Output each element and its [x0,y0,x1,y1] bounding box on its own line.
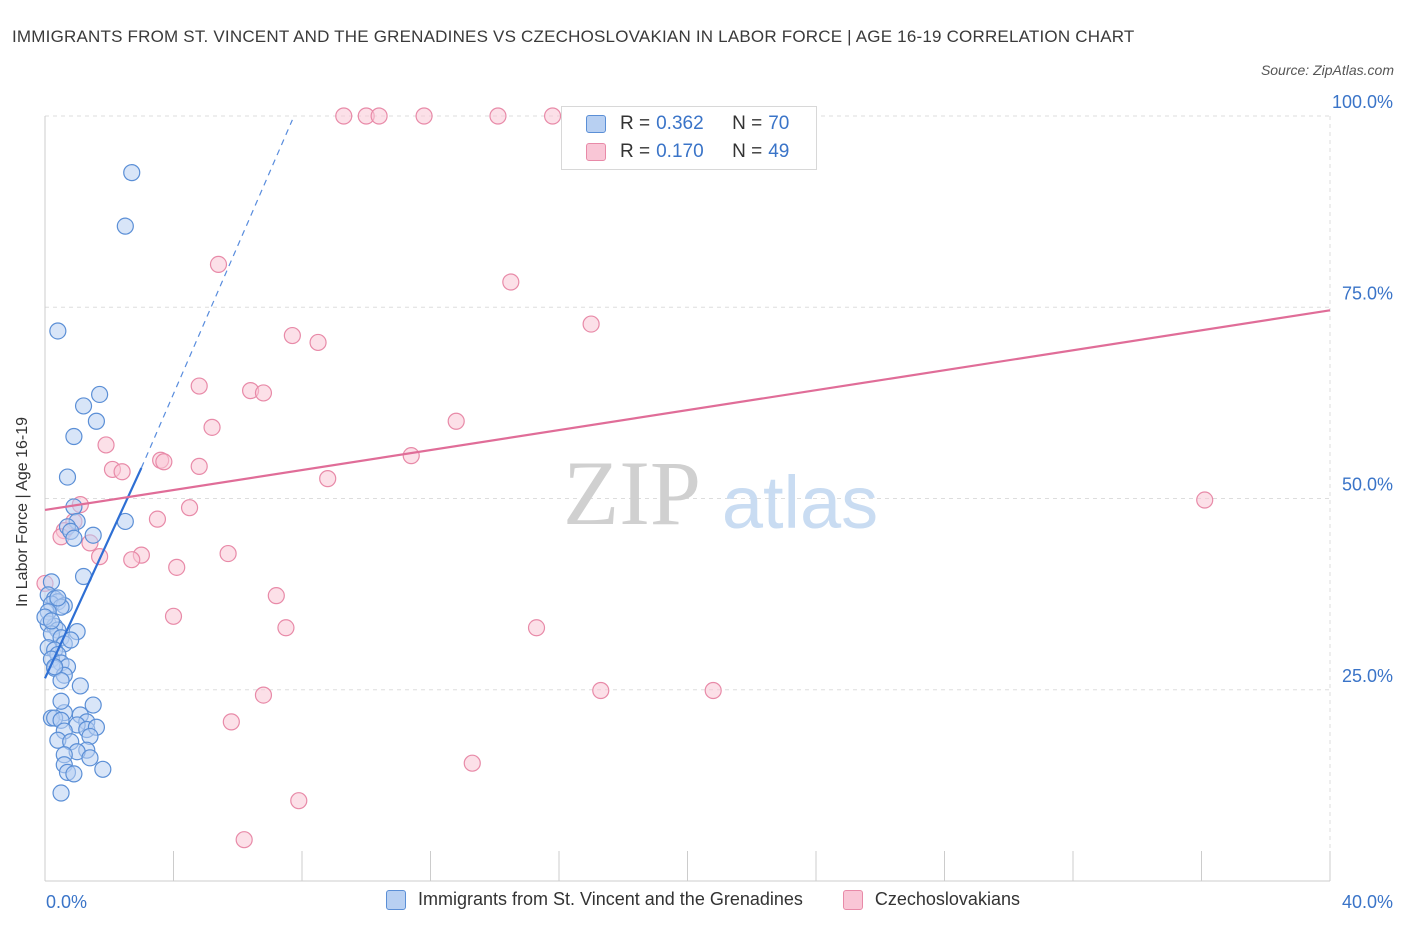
data-point [46,658,64,676]
data-point [190,457,208,475]
legend-row-series1: R = 0.362 N = 70 [586,112,789,136]
series-svg-points [36,164,141,802]
data-point [254,686,273,704]
data-point [254,384,273,402]
data-point [209,255,228,274]
legend-item-svg: Immigrants from St. Vincent and the Gren… [386,889,803,910]
legend-row-series2: R = 0.170 N = 49 [586,140,789,164]
legend-r-value: 0.170 [656,141,704,162]
data-point [704,681,722,700]
legend-n-label: N = [732,113,763,134]
data-point [81,749,99,767]
data-point [592,681,610,700]
data-point [190,377,208,395]
data-point [84,526,102,544]
legend-series-name: Czechoslovakians [874,889,1020,909]
data-point [180,499,199,517]
data-point [502,273,520,291]
data-point [370,107,388,125]
trend-lines [43,119,1331,679]
data-point [155,453,173,471]
correlation-legend: R = 0.362 N = 70 R = 0.170 N = 49 [561,106,817,170]
data-point [277,619,295,637]
data-point [52,671,70,690]
data-point [527,619,546,637]
legend-n-label: N = [732,141,763,162]
data-point [235,831,253,849]
chart-title: IMMIGRANTS FROM ST. VINCENT AND THE GREN… [12,27,1135,46]
data-point [309,333,327,352]
data-point [168,558,186,576]
data-point [123,551,141,569]
data-point [49,322,67,340]
data-point [222,713,240,731]
legend-n-value: 49 [768,141,790,162]
watermark: ZIP atlas [563,442,878,544]
y-axis-label: In Labor Force | Age 16-19 [14,416,31,607]
data-point [65,765,83,783]
data-point [113,463,131,481]
data-point [335,107,353,125]
data-point [319,470,337,488]
data-point [91,385,109,404]
data-point [65,427,83,446]
watermark-zip: ZIP [563,442,701,544]
trendline-svg-extension [140,119,293,469]
data-point [52,784,70,802]
data-point [87,412,106,430]
source-label: Source: ZipAtlas.com [1260,62,1394,78]
data-point [65,529,83,547]
data-point [402,447,420,465]
tick-labels: 25.0% 50.0% 75.0% 100.0% 0.0% 40.0% [46,92,1393,912]
x-tick-label: 40.0% [1342,892,1393,912]
y-tick-label: 100.0% [1332,92,1393,112]
data-point [489,107,507,125]
data-point [447,412,465,430]
data-point [1196,491,1214,509]
data-point [97,436,115,454]
legend-r-value: 0.362 [656,113,704,134]
data-point [148,510,167,528]
data-point [94,760,112,778]
y-tick-label: 25.0% [1342,666,1393,686]
data-point [164,607,183,625]
data-point [203,418,221,436]
legend-swatch-pink [842,889,863,910]
watermark-atlas: atlas [722,461,878,544]
y-tick-label: 75.0% [1342,283,1393,303]
legend-n-value: 70 [768,113,790,134]
legend-r-label: R = [620,141,651,162]
data-point [74,397,93,415]
legend-swatch-pink [586,143,606,161]
legend-swatch-blue [386,889,407,910]
y-tick-label: 50.0% [1342,475,1393,495]
trendline-svg [43,467,143,679]
x-tick-label: 0.0% [46,892,87,912]
data-point [543,107,562,125]
data-point [582,315,600,333]
legend-series-name: Immigrants from St. Vincent and the Gren… [418,889,803,909]
data-point [123,164,141,182]
data-point [463,754,481,772]
data-point [58,468,77,486]
data-point [283,326,301,345]
data-point [415,107,433,125]
data-point [52,692,70,710]
data-point [267,587,285,605]
data-point [42,612,61,630]
data-point [116,217,134,235]
data-point [84,696,102,714]
trendline-czechoslovakians [44,309,1331,512]
data-point [290,792,308,810]
axes [44,116,1331,882]
data-point [49,589,67,607]
legend-swatch-blue [586,115,606,133]
data-point [71,677,89,695]
legend-item-czech: Czechoslovakians [842,889,1020,910]
series-legend: Immigrants from St. Vincent and the Gren… [0,889,1406,910]
data-point [219,544,237,563]
legend-r-label: R = [620,113,651,134]
